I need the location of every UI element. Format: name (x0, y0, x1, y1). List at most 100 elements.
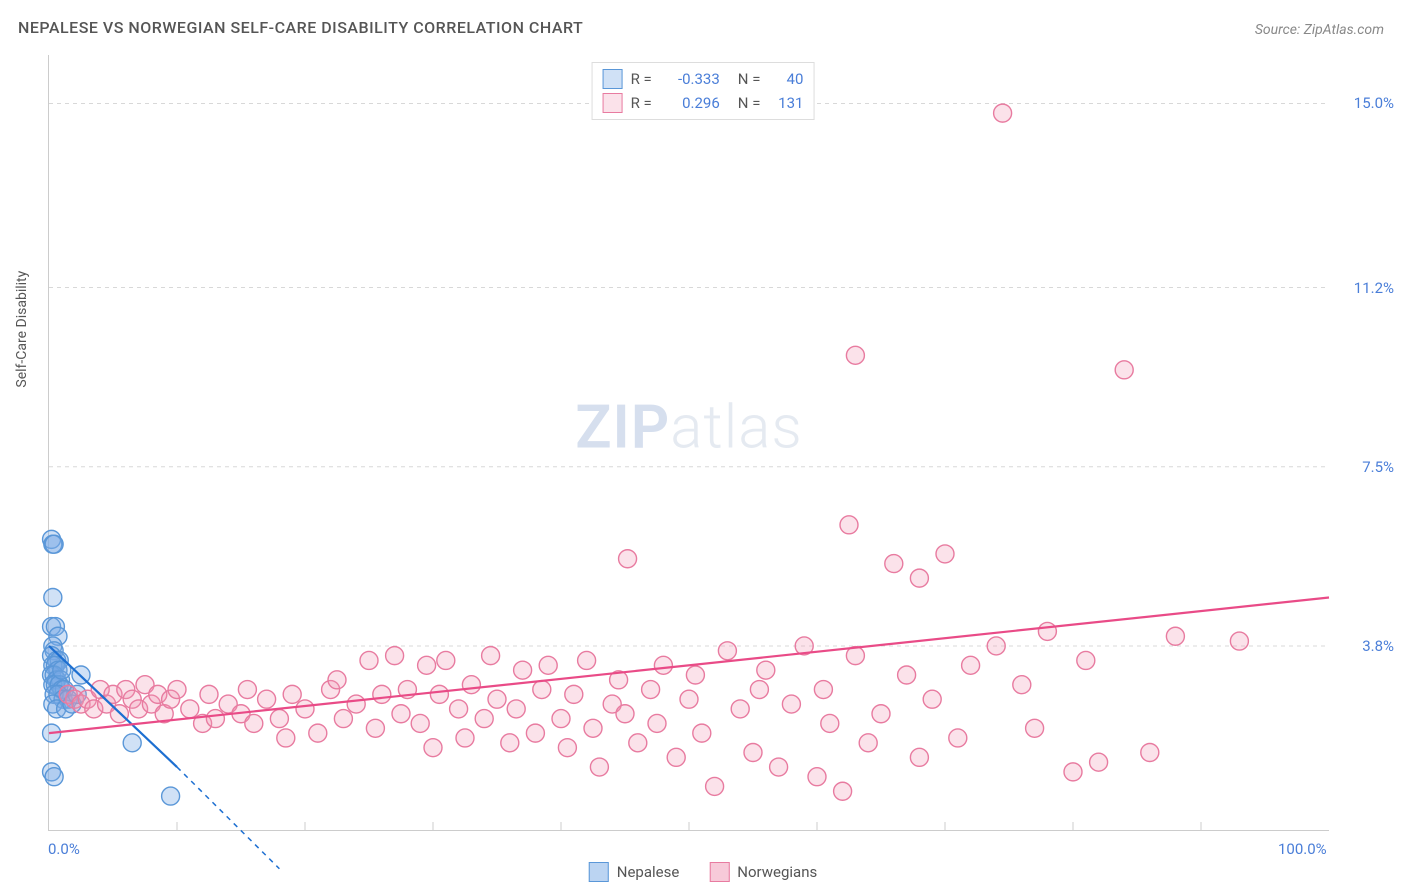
legend-swatch (603, 69, 623, 89)
data-point (654, 656, 672, 674)
data-point (770, 758, 788, 776)
data-point (1230, 632, 1248, 650)
data-point (411, 714, 429, 732)
data-point (898, 666, 916, 684)
data-point (328, 671, 346, 689)
data-point (347, 695, 365, 713)
legend-row: R =-0.333N =40 (603, 67, 804, 91)
data-point (782, 695, 800, 713)
data-point (686, 666, 704, 684)
r-label: R = (631, 67, 652, 91)
data-point (206, 710, 224, 728)
data-point (424, 739, 442, 757)
legend-row: R = 0.296 N = 131 (603, 91, 804, 115)
data-point (840, 516, 858, 534)
data-point (718, 642, 736, 660)
data-point (533, 681, 551, 699)
y-tick-label: 11.2% (1354, 279, 1394, 297)
data-point (962, 656, 980, 674)
data-point (526, 724, 544, 742)
trend-line-extension (177, 767, 279, 869)
data-point (994, 104, 1012, 122)
data-point (642, 681, 660, 699)
data-point (1013, 676, 1031, 694)
data-point (757, 661, 775, 679)
n-value: 131 (768, 91, 803, 115)
data-point (386, 647, 404, 665)
data-point (181, 700, 199, 718)
data-point (923, 690, 941, 708)
data-point (539, 656, 557, 674)
legend-item: Nepalese (589, 862, 680, 882)
series-legend: Nepalese Norwegians (589, 862, 818, 882)
data-point (744, 744, 762, 762)
data-point (482, 647, 500, 665)
legend-label: Nepalese (617, 863, 680, 881)
legend-swatch (709, 862, 729, 882)
data-point (373, 685, 391, 703)
data-point (667, 748, 685, 766)
data-point (859, 734, 877, 752)
n-label: N = (738, 91, 761, 115)
data-point (44, 589, 62, 607)
data-point (277, 729, 295, 747)
data-point (238, 681, 256, 699)
data-point (814, 681, 832, 699)
data-point (578, 651, 596, 669)
data-point (872, 705, 890, 723)
data-point (750, 681, 768, 699)
data-point (437, 651, 455, 669)
y-tick-label: 7.5% (1362, 458, 1394, 476)
data-point (366, 719, 384, 737)
r-label: R = (631, 91, 652, 115)
data-point (123, 734, 141, 752)
data-point (821, 714, 839, 732)
data-point (488, 690, 506, 708)
n-label: N = (738, 67, 761, 91)
correlation-legend: R =-0.333N =40R = 0.296 N = 131 (592, 62, 815, 120)
data-point (360, 651, 378, 669)
data-point (1026, 719, 1044, 737)
data-point (584, 719, 602, 737)
y-tick-label: 3.8% (1362, 637, 1394, 655)
data-point (1064, 763, 1082, 781)
data-point (334, 710, 352, 728)
chart-svg (49, 55, 1329, 830)
x-tick-label: 100.0% (1278, 840, 1327, 858)
data-point (846, 346, 864, 364)
data-point (45, 535, 63, 553)
data-point (309, 724, 327, 742)
data-point (619, 550, 637, 568)
data-point (706, 777, 724, 795)
data-point (590, 758, 608, 776)
data-point (648, 714, 666, 732)
data-point (987, 637, 1005, 655)
data-point (430, 685, 448, 703)
data-point (1090, 753, 1108, 771)
data-point (552, 710, 570, 728)
data-point (296, 700, 314, 718)
y-axis-label: Self-Care Disability (14, 271, 30, 388)
data-point (45, 768, 63, 786)
legend-label: Norwegians (737, 863, 817, 881)
legend-swatch (603, 93, 623, 113)
data-point (616, 705, 634, 723)
data-point (283, 685, 301, 703)
chart-title: NEPALESE VS NORWEGIAN SELF-CARE DISABILI… (18, 18, 583, 37)
data-point (558, 739, 576, 757)
data-point (392, 705, 410, 723)
data-point (475, 710, 493, 728)
data-point (693, 724, 711, 742)
data-point (834, 782, 852, 800)
legend-item: Norwegians (709, 862, 817, 882)
r-value: 0.296 (660, 91, 720, 115)
data-point (200, 685, 218, 703)
data-point (629, 734, 647, 752)
data-point (507, 700, 525, 718)
trend-line (49, 598, 1329, 734)
legend-swatch (589, 862, 609, 882)
y-tick-label: 15.0% (1354, 94, 1394, 112)
data-point (162, 787, 180, 805)
data-point (910, 569, 928, 587)
data-point (450, 700, 468, 718)
